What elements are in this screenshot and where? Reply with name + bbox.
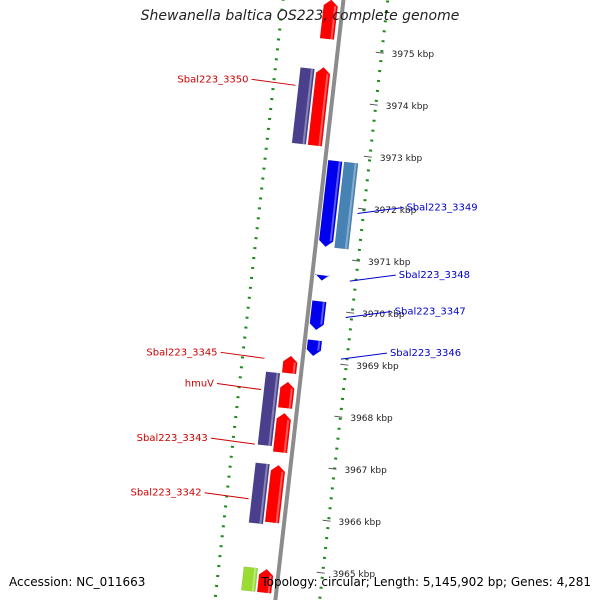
label-leader-line (357, 206, 404, 214)
gene-label[interactable]: Sbal223_3342 (130, 488, 201, 499)
feature-forward-cds-2[interactable] (307, 67, 331, 147)
label-leader-line (216, 383, 262, 391)
feature-reverse-gene-4[interactable] (334, 161, 359, 250)
ruler-tick-label: 3972 kbp (374, 206, 417, 216)
feature-forward-cds-8[interactable] (281, 355, 298, 375)
label-leader-line (345, 310, 392, 318)
feature-highlight (318, 73, 329, 147)
gene-label[interactable]: Sbal223_3349 (406, 202, 477, 213)
ruler-tick-label: 3966 kbp (339, 518, 382, 528)
feature-forward-cds-11[interactable] (272, 412, 292, 454)
ruler-tick (358, 207, 367, 210)
feature-forward-rna-14[interactable] (241, 566, 259, 592)
label-leader-line (349, 274, 396, 282)
feature-forward-cds-13[interactable] (264, 464, 286, 524)
feature-track (241, 0, 359, 594)
feature-highlight (288, 388, 293, 409)
label-leader-line (251, 78, 296, 86)
feature-reverse-cds-5[interactable] (315, 273, 330, 281)
ruler-tick-label: 3968 kbp (350, 414, 393, 424)
gene-label[interactable]: Sbal223_3347 (395, 306, 466, 317)
ruler-tick (375, 51, 384, 54)
ruler-tick-label: 3974 kbp (386, 102, 429, 112)
gene-label[interactable]: Sbal223_3348 (399, 270, 470, 281)
label-leader-line (210, 437, 255, 445)
ruler-tick (316, 571, 325, 574)
feature-highlight (267, 575, 272, 594)
feature-highlight (302, 68, 313, 145)
accession-text: Accession: NC_011663 (9, 575, 146, 589)
ruler-tick-label: 3967 kbp (344, 466, 387, 476)
ruler-tick (352, 259, 361, 262)
ruler-tick-label: 3975 kbp (392, 50, 435, 60)
backbone-axis (273, 0, 346, 600)
ruler-tick (334, 415, 343, 418)
backbone-line (273, 0, 346, 600)
topology-text: Topology: circular; Length: 5,145,902 bp… (261, 575, 591, 589)
feature-highlight (292, 362, 296, 374)
ruler-tick-label: 3973 kbp (380, 154, 423, 164)
ruler-tick-label: 3969 kbp (356, 362, 399, 372)
ruler-tick (346, 311, 355, 314)
gene-labels: Sbal223_3350 Sbal223_3349 Sbal223_3348 Sbal… (130, 74, 478, 500)
gene-label[interactable]: Sbal223_3345 (146, 347, 217, 358)
ruler-tick-label: 3965 kbp (333, 570, 376, 580)
feature-highlight (320, 301, 325, 325)
feature-highlight (344, 163, 357, 250)
feature-highlight (283, 419, 290, 453)
feature-highlight (251, 567, 257, 592)
feature-forward-cds-10[interactable] (277, 381, 295, 410)
feature-highlight (259, 463, 269, 524)
right-dotted-track (318, 0, 390, 600)
feature-highlight (317, 340, 321, 351)
feature-forward-gene-9[interactable] (257, 371, 281, 447)
label-leader-line (220, 351, 265, 359)
feature-highlight (268, 372, 279, 446)
gene-label[interactable]: Sbal223_3343 (137, 433, 208, 444)
ruler-tick (322, 519, 331, 522)
gene-label[interactable]: Sbal223_3350 (177, 74, 248, 85)
feature-forward-gene-1[interactable] (291, 67, 315, 145)
feature-forward-cds-15[interactable] (256, 568, 274, 594)
gene-label[interactable]: Sbal223_3346 (390, 348, 461, 359)
ruler-tick (363, 155, 372, 158)
ruler-tick (328, 467, 337, 470)
feature-forward-cds-0[interactable] (319, 0, 338, 40)
feature-highlight (330, 6, 337, 40)
ruler-tick-label: 3970 kbp (362, 310, 405, 320)
ruler-tick-label: 3971 kbp (368, 258, 411, 268)
label-leader-line (204, 492, 249, 500)
label-leader-line (340, 352, 388, 360)
feature-reverse-cds-6[interactable] (309, 300, 327, 331)
gene-label[interactable]: hmuV (185, 379, 214, 390)
feature-reverse-cds-7[interactable] (306, 339, 323, 357)
ruler-tick (340, 363, 349, 366)
map-title: Shewanella baltica OS223, complete genom… (140, 8, 460, 24)
ruler-tick (369, 103, 378, 106)
feature-forward-gene-12[interactable] (248, 462, 270, 525)
feature-highlight (275, 471, 284, 524)
ruler: 3975 kbp 3974 kbp 3973 kbp 3972 kbp 3971 kbp… (316, 50, 435, 580)
feature-highlight (329, 161, 341, 242)
feature-reverse-cds-3[interactable] (318, 159, 343, 248)
